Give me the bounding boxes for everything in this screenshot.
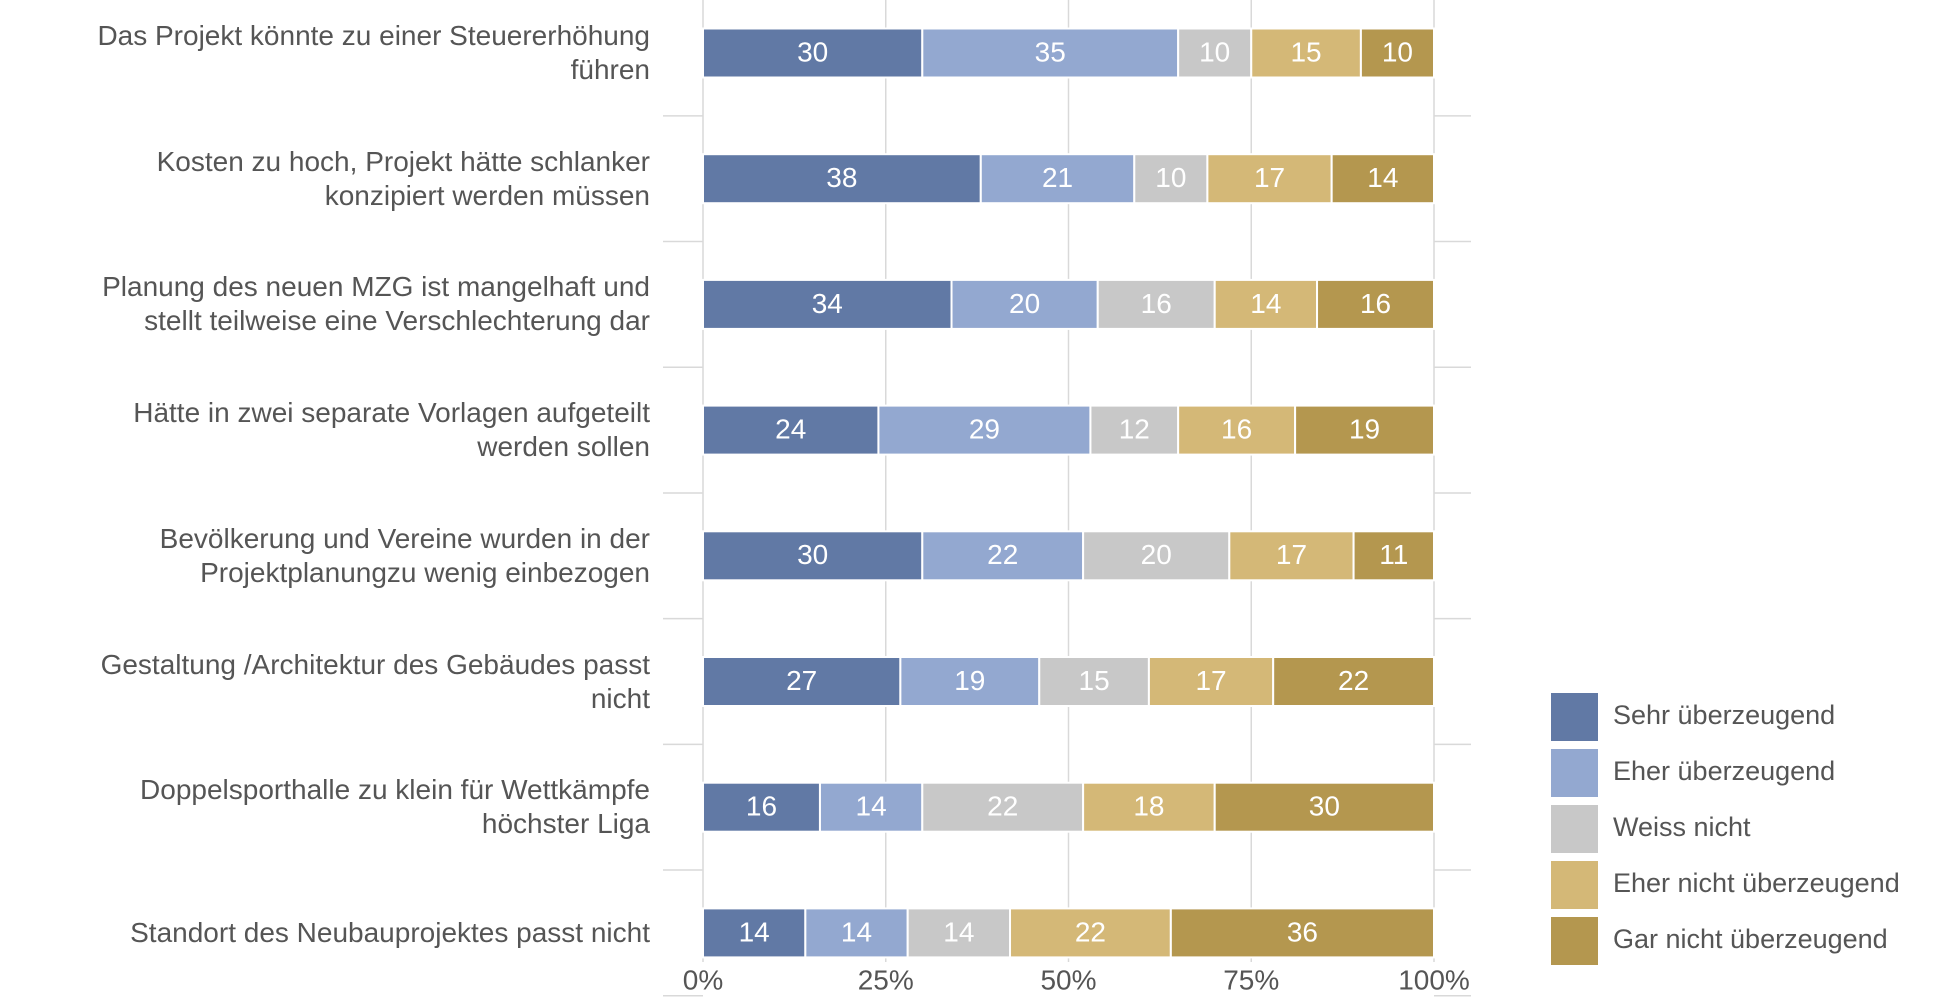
- bar-segment: [702, 530, 924, 582]
- data-label: 30: [1309, 791, 1340, 822]
- bar-segment: [1147, 656, 1275, 707]
- data-label: 29: [969, 413, 1000, 444]
- bar-segment: [1038, 656, 1150, 707]
- bar-segment: [702, 781, 821, 833]
- data-label: 17: [1254, 162, 1285, 193]
- bar-segment: [702, 278, 953, 330]
- legend-label: Gar nicht überzeugend: [1613, 924, 1888, 954]
- bar-segment: [1089, 404, 1180, 456]
- category-label: Bevölkerung und Vereine wurden in der Pr…: [159, 522, 650, 588]
- data-label: 10: [1155, 162, 1186, 193]
- x-tick-label: 50%: [1040, 964, 1096, 995]
- data-label: 21: [1042, 162, 1073, 193]
- category-label: Standort des Neubauprojektes passt nicht: [130, 916, 650, 948]
- bar-segment: [1213, 278, 1319, 330]
- category-label: Hätte in zwei separate Vorlagen aufgetei…: [133, 397, 650, 463]
- data-label: 27: [786, 665, 817, 696]
- bar-segment: [1330, 153, 1436, 205]
- bar-segment: [877, 404, 1092, 456]
- bar-segment: [1177, 404, 1297, 456]
- data-label: 36: [1287, 916, 1318, 947]
- x-tick-label: 25%: [858, 964, 914, 995]
- data-label: 30: [797, 539, 828, 570]
- data-label: 30: [797, 36, 828, 67]
- data-label: 16: [1141, 288, 1172, 319]
- data-label: 19: [954, 665, 985, 696]
- legend-swatch: [1551, 693, 1598, 741]
- data-label: 15: [1079, 665, 1110, 696]
- category-label: Kosten zu hoch, Projekt hätte schlanker …: [156, 145, 650, 211]
- legend-swatch: [1551, 917, 1598, 965]
- data-label: 15: [1290, 36, 1321, 67]
- bar-segment: [1316, 278, 1436, 330]
- data-label: 16: [1360, 288, 1391, 319]
- category-label: Gestaltung /Architektur des Gebäudes pas…: [100, 648, 650, 714]
- bar-segment: [804, 907, 909, 959]
- data-label: 22: [987, 791, 1018, 822]
- data-label: 10: [1199, 36, 1230, 67]
- data-label: 38: [826, 162, 857, 193]
- legend-label: Weiss nicht: [1613, 812, 1751, 842]
- legend-label: Eher nicht überzeugend: [1613, 868, 1900, 898]
- bar-segment: [702, 27, 924, 79]
- data-label: 20: [1141, 539, 1172, 570]
- bar-segment: [1177, 27, 1253, 79]
- legend-label: Eher überzeugend: [1613, 756, 1835, 786]
- category-label: Doppelsporthalle zu klein für Wettkämpfe…: [140, 774, 650, 840]
- bar-segment: [1272, 656, 1436, 707]
- bar-segment: [921, 781, 1085, 833]
- data-label: 34: [812, 288, 843, 319]
- legend-swatch: [1551, 805, 1598, 853]
- data-label: 14: [841, 916, 872, 947]
- data-label: 20: [1009, 288, 1040, 319]
- bar-segment: [1213, 781, 1435, 833]
- data-label: 14: [943, 916, 974, 947]
- x-tick-label: 75%: [1223, 964, 1279, 995]
- bar-segment: [921, 530, 1085, 582]
- data-label: 12: [1119, 413, 1150, 444]
- category-label: Das Projekt könnte zu einer Steuererhöhu…: [97, 20, 650, 85]
- data-label: 18: [1133, 791, 1164, 822]
- bar-segment: [1359, 27, 1436, 79]
- bar-segment: [702, 153, 982, 205]
- legend-label: Sehr überzeugend: [1613, 700, 1835, 730]
- bar-segment: [1096, 278, 1216, 330]
- data-label: 14: [1367, 162, 1398, 193]
- legend-swatch: [1551, 749, 1598, 797]
- bar-segment: [950, 278, 1099, 330]
- bar-segment: [1250, 27, 1362, 79]
- bar-segment: [1228, 530, 1355, 582]
- bar-segment: [818, 781, 924, 833]
- data-label: 22: [987, 539, 1018, 570]
- bar-segment: [899, 656, 1041, 707]
- data-label: 17: [1276, 539, 1307, 570]
- data-label: 22: [1075, 916, 1106, 947]
- data-label: 10: [1382, 36, 1413, 67]
- data-label: 19: [1349, 413, 1380, 444]
- data-label: 11: [1379, 539, 1408, 570]
- x-tick-label: 0%: [683, 964, 723, 995]
- bar-segment: [1133, 153, 1209, 205]
- bar-segment: [702, 656, 902, 707]
- data-label: 14: [856, 791, 887, 822]
- x-tick-label: 100%: [1398, 964, 1470, 995]
- bar-segment: [1352, 530, 1435, 582]
- data-label: 17: [1195, 665, 1226, 696]
- bar-segment: [906, 907, 1012, 959]
- data-label: 24: [775, 413, 806, 444]
- legend-swatch: [1551, 861, 1598, 909]
- data-label: 16: [1221, 413, 1252, 444]
- data-label: 22: [1338, 665, 1369, 696]
- category-label: Planung des neuen MZG ist mangelhaft und…: [102, 271, 650, 337]
- bar-segment: [1169, 907, 1435, 959]
- data-label: 14: [739, 916, 770, 947]
- bar-segment: [1294, 404, 1435, 456]
- data-label: 35: [1035, 36, 1066, 67]
- bar-segment: [1082, 530, 1231, 582]
- data-label: 14: [1250, 288, 1281, 319]
- data-label: 16: [746, 791, 777, 822]
